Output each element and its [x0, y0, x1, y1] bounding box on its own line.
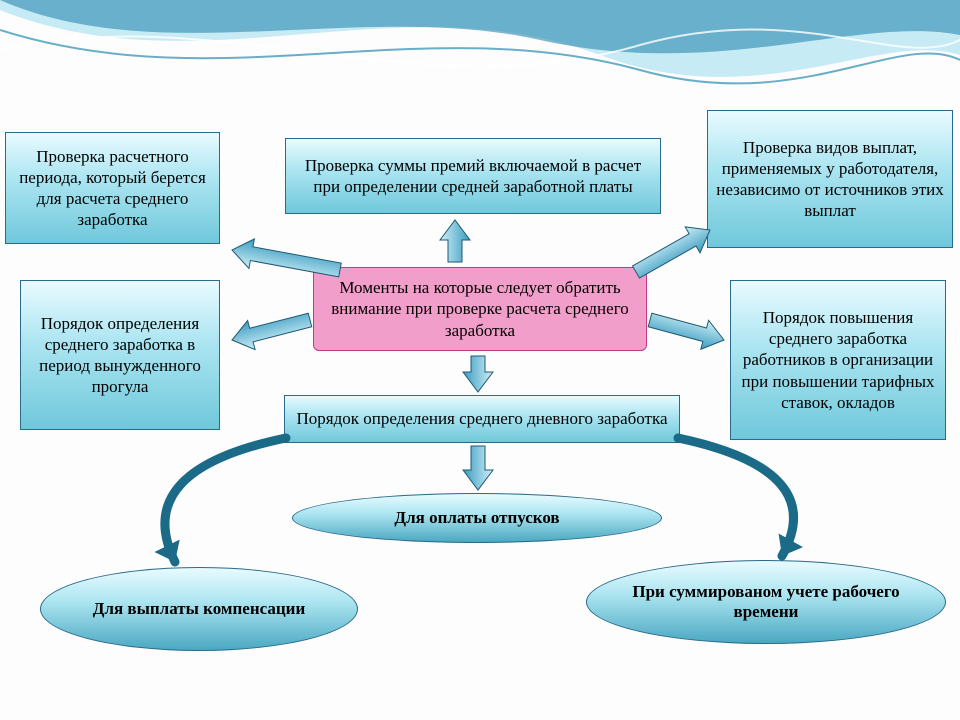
ellipse-center-label: Для оплаты отпусков — [394, 508, 559, 528]
box-top-mid-label: Проверка суммы премий включаемой в расче… — [294, 155, 652, 198]
box-top-right-label: Проверка видов выплат, применяемых у раб… — [716, 137, 944, 222]
box-mid-left-label: Порядок определения среднего заработка в… — [29, 313, 211, 398]
box-mid-left: Порядок определения среднего заработка в… — [20, 280, 220, 430]
ellipse-right: При суммированом учете рабочего времени — [586, 560, 946, 644]
arrow-to-top-mid — [440, 220, 470, 262]
arrow-to-bottom-mid — [463, 356, 493, 392]
arrow-to-center-ellipse — [463, 446, 493, 490]
box-top-left: Проверка расчетного периода, который бер… — [5, 132, 220, 244]
box-mid-right: Порядок повышения среднего заработка раб… — [730, 280, 946, 440]
box-bottom-mid-label: Порядок определения среднего дневного за… — [296, 408, 667, 429]
curve-to-right-ellipse — [678, 438, 803, 556]
center-box: Моменты на которые следует обратить вним… — [313, 267, 647, 351]
ellipse-right-label: При суммированом учете рабочего времени — [605, 582, 927, 622]
diagram-stage: Проверка расчетного периода, который бер… — [0, 0, 960, 720]
box-mid-right-label: Порядок повышения среднего заработка раб… — [739, 307, 937, 413]
box-top-mid: Проверка суммы премий включаемой в расче… — [285, 138, 661, 214]
box-top-left-label: Проверка расчетного периода, который бер… — [14, 146, 211, 231]
arrow-to-mid-left — [228, 305, 313, 354]
center-box-label: Моменты на которые следует обратить вним… — [322, 277, 638, 341]
box-bottom-mid: Порядок определения среднего дневного за… — [284, 395, 680, 443]
curve-to-left-ellipse — [155, 438, 286, 562]
ellipse-left-label: Для выплаты компенсации — [93, 599, 306, 619]
box-top-right: Проверка видов выплат, применяемых у раб… — [707, 110, 953, 248]
ellipse-left: Для выплаты компенсации — [40, 567, 358, 651]
ellipse-center: Для оплаты отпусков — [292, 493, 662, 543]
arrow-to-mid-right — [646, 306, 728, 355]
